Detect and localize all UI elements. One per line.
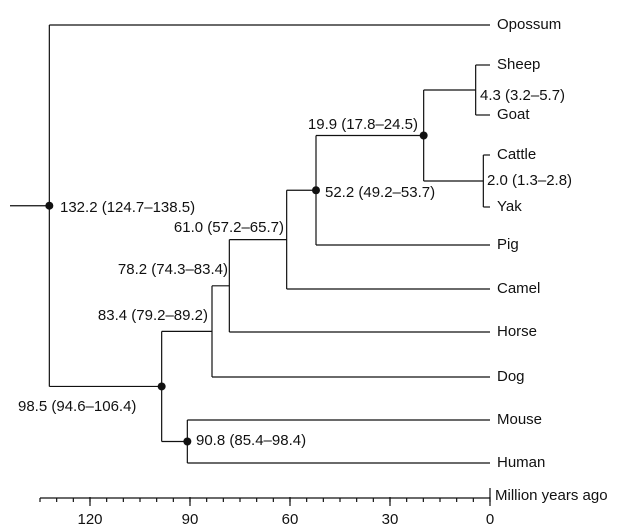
node-label: 52.2 (49.2–53.7) bbox=[325, 184, 435, 201]
tick-label: 30 bbox=[382, 511, 399, 528]
tick-label: 60 bbox=[282, 511, 299, 528]
leaf-label: Dog bbox=[497, 368, 525, 385]
axis-label: Million years ago bbox=[495, 487, 608, 504]
leaf-label: Yak bbox=[497, 198, 522, 215]
leaf-label: Horse bbox=[497, 323, 537, 340]
node-label: 83.4 (79.2–89.2) bbox=[98, 307, 208, 324]
node-label: 4.3 (3.2–5.7) bbox=[480, 87, 565, 104]
leaf-label: Goat bbox=[497, 106, 530, 123]
tick-label: 90 bbox=[182, 511, 199, 528]
leaf-label: Mouse bbox=[497, 411, 542, 428]
leaf-label: Pig bbox=[497, 236, 519, 253]
leaf-label: Camel bbox=[497, 280, 540, 297]
node-label: 19.9 (17.8–24.5) bbox=[308, 116, 418, 133]
node-label: 132.2 (124.7–138.5) bbox=[60, 199, 195, 216]
leaf-label: Cattle bbox=[497, 146, 536, 163]
tick-label: 0 bbox=[486, 511, 494, 528]
leaf-label: Human bbox=[497, 454, 545, 471]
node-label: 78.2 (74.3–83.4) bbox=[118, 261, 228, 278]
node-label: 98.5 (94.6–106.4) bbox=[18, 398, 136, 415]
leaf-label: Opossum bbox=[497, 16, 561, 33]
node-label: 61.0 (57.2–65.7) bbox=[174, 219, 284, 236]
node-label: 2.0 (1.3–2.8) bbox=[487, 172, 572, 189]
node-label: 90.8 (85.4–98.4) bbox=[196, 432, 306, 449]
tick-label: 120 bbox=[77, 511, 102, 528]
leaf-label: Sheep bbox=[497, 56, 540, 73]
